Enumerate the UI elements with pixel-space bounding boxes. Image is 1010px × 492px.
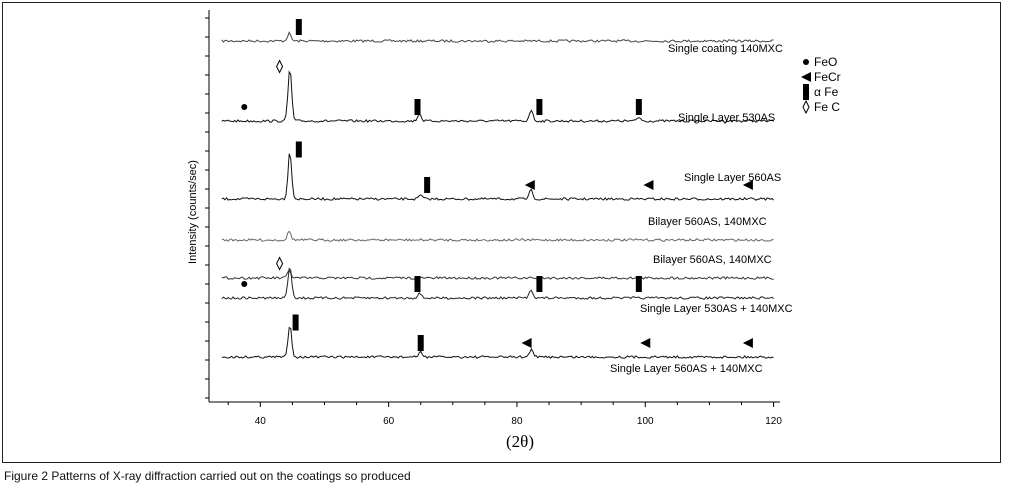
alpha-fe-marker: [414, 276, 421, 292]
series-line: [221, 326, 774, 359]
series-label: Single coating 140MXC: [668, 43, 783, 55]
series-trace: Bilayer 560AS, 140MXC: [221, 216, 774, 242]
fecr-marker: [643, 180, 654, 190]
series-trace: Bilayer 560AS, 140MXC: [221, 254, 774, 280]
x-tick-label: 100: [637, 416, 654, 427]
alpha-fe-marker: [635, 99, 642, 115]
figure-frame: [2, 2, 1001, 463]
series-trace: Single Layer 530AS: [221, 59, 775, 124]
legend-label: Fe C: [814, 100, 840, 114]
series-label: Single Layer 560AS + 140MXC: [610, 363, 763, 375]
legend-label: FeCr: [814, 70, 841, 84]
alpha-fe-marker: [295, 19, 302, 35]
feo-marker: [241, 104, 248, 110]
x-tick-label: 40: [255, 416, 267, 427]
alpha-fe-marker: [295, 141, 302, 158]
series-label: Bilayer 560AS, 140MXC: [653, 254, 772, 266]
fecr-marker: [801, 72, 811, 82]
series-trace: Single coating 140MXC: [221, 19, 783, 55]
alpha-fe-marker: [424, 177, 431, 193]
series-line: [221, 153, 774, 201]
x-axis-label: (2θ): [506, 432, 534, 451]
feo-marker: [241, 281, 248, 287]
x-tick-label: 120: [765, 416, 782, 427]
fec-marker: [276, 59, 284, 74]
alpha-fe-marker: [635, 276, 642, 292]
x-tick-label: 80: [511, 416, 523, 427]
series-trace: Single Layer 560AS: [221, 141, 781, 201]
alpha-fe-marker: [292, 314, 299, 331]
fec-marker: [802, 99, 810, 115]
alpha-fe-marker: [536, 99, 543, 115]
series-trace: Single Layer 530AS + 140MXC: [221, 256, 793, 315]
chart-axes: 40 60 80 100 120: [205, 10, 782, 427]
fecr-marker: [742, 338, 753, 348]
series-line: [221, 269, 774, 280]
fecr-marker: [524, 180, 535, 190]
alpha-fe-marker: [414, 99, 421, 115]
series-label: Single Layer 530AS: [678, 112, 775, 124]
series-line: [221, 230, 774, 242]
series-trace: Single Layer 560AS + 140MXC: [221, 314, 774, 375]
fecr-marker: [742, 180, 753, 190]
figure-caption: Figure 2 Patterns of X-ray diffraction c…: [4, 469, 411, 483]
alpha-fe-marker: [803, 84, 809, 100]
series-line: [221, 267, 774, 300]
series-label: Single Layer 530AS + 140MXC: [640, 303, 793, 315]
alpha-fe-marker: [417, 335, 424, 351]
legend-label: FeO: [814, 55, 837, 69]
feo-marker: [803, 59, 809, 65]
fecr-marker: [640, 338, 651, 348]
series-label: Single Layer 560AS: [684, 172, 781, 184]
chart-plot-area: Single coating 140MXC Single Layer 530AS S…: [221, 19, 793, 375]
series-line: [221, 70, 774, 124]
alpha-fe-marker: [536, 276, 543, 292]
series-line: [221, 31, 774, 44]
series-label: Bilayer 560AS, 140MXC: [648, 216, 767, 228]
legend-label: α Fe: [814, 85, 839, 99]
fecr-marker: [521, 338, 532, 348]
y-axis-label: Intensity (counts/sec): [187, 160, 199, 264]
fec-marker: [276, 256, 284, 271]
x-tick-label: 60: [383, 416, 395, 427]
